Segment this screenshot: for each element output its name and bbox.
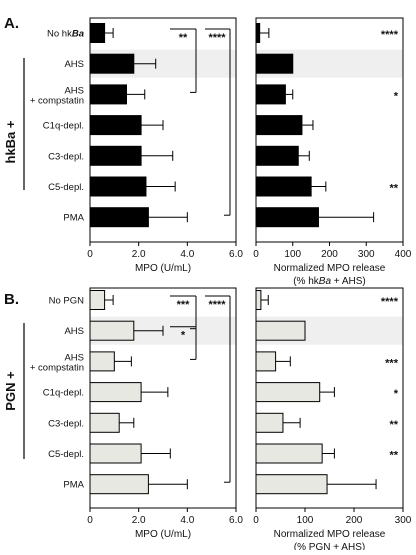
bar (255, 23, 261, 43)
bar (255, 443, 323, 464)
bar (89, 412, 120, 433)
x-axis-label: MPO (U/mL) (135, 263, 191, 274)
group-label: hkBa + (3, 120, 18, 163)
bar (255, 115, 303, 136)
bar (89, 382, 142, 403)
category-label: AHS (64, 326, 84, 337)
bar (89, 23, 106, 43)
bar (255, 207, 319, 228)
bar (89, 474, 149, 495)
x-axis-label: MPO (U/mL) (135, 529, 191, 540)
bar (89, 351, 115, 372)
x-axis-label-line2: (% hkBa + AHS) (293, 276, 366, 287)
bar (255, 474, 328, 495)
x-tick-label: 200 (321, 249, 338, 260)
bar (89, 290, 106, 310)
significance-star: **** (381, 29, 399, 41)
bar (255, 320, 306, 341)
x-tick-label: 6.0 (229, 249, 243, 260)
group-label: PGN + (3, 371, 18, 411)
x-tick-label: 0 (87, 515, 93, 526)
x-tick-label: 100 (297, 515, 314, 526)
bar (255, 351, 277, 372)
bar (255, 412, 284, 433)
category-label: PMA (63, 480, 84, 491)
x-tick-label: 4.0 (180, 515, 194, 526)
axis-label-species: Ba (319, 276, 332, 287)
bar (89, 145, 142, 166)
category-label: C5-depl. (48, 449, 84, 460)
x-tick-label: 4.0 (180, 249, 194, 260)
bar (89, 207, 149, 228)
category-label-line2: + compstatin (30, 362, 84, 373)
significance-label: **** (208, 32, 226, 44)
bar (255, 53, 294, 74)
x-tick-label: 0 (253, 249, 259, 260)
category-label-species: Ba (72, 29, 84, 40)
significance-label: ** (179, 32, 188, 44)
bar (89, 53, 135, 74)
significance-star: *** (385, 357, 399, 369)
category-label: PMA (63, 213, 84, 224)
bar (255, 382, 321, 403)
x-tick-label: 300 (358, 249, 375, 260)
panel-letter: A. (4, 15, 19, 32)
category-label: C3-depl. (48, 151, 84, 162)
x-axis-label: Normalized MPO release (274, 529, 386, 540)
category-label: C1q-depl. (43, 121, 84, 132)
plot-frame (89, 287, 237, 509)
category-label: No hkBa (47, 29, 84, 40)
x-tick-label: 2.0 (132, 249, 146, 260)
significance-star: **** (381, 296, 399, 308)
plot-frame (255, 287, 404, 509)
bar (255, 176, 312, 197)
significance-star: ** (389, 419, 398, 431)
significance-star: * (394, 388, 399, 400)
x-axis-label-line2: (% PGN + AHS) (294, 542, 365, 550)
category-label: AHS (64, 59, 84, 70)
x-tick-label: 0 (87, 249, 93, 260)
significance-star: ** (389, 450, 398, 462)
bar (89, 443, 142, 464)
bar (255, 84, 286, 105)
plot-frame (89, 17, 237, 243)
panel-letter: B. (4, 291, 19, 308)
category-label: AHS (64, 352, 84, 363)
category-label: C3-depl. (48, 418, 84, 429)
bar (89, 84, 127, 105)
significance-star: * (394, 90, 399, 102)
x-tick-label: 300 (395, 515, 412, 526)
x-tick-label: 2.0 (132, 515, 146, 526)
category-label: No PGN (49, 296, 85, 307)
significance-label: **** (208, 299, 226, 311)
significance-star: ** (389, 183, 398, 195)
category-label: AHS (64, 85, 84, 96)
bar (89, 115, 142, 136)
x-tick-label: 0 (253, 515, 259, 526)
x-tick-label: 200 (346, 515, 363, 526)
significance-label: *** (177, 299, 191, 311)
bar (89, 320, 135, 341)
x-axis-label: Normalized MPO release (274, 263, 386, 274)
bar (255, 145, 299, 166)
bar (89, 176, 147, 197)
category-label: C1q-depl. (43, 388, 84, 399)
category-label-line2: + compstatin (30, 95, 84, 106)
x-tick-label: 400 (395, 249, 412, 260)
bar (255, 290, 262, 310)
significance-label: * (181, 330, 186, 342)
category-label: C5-depl. (48, 182, 84, 193)
x-tick-label: 100 (284, 249, 301, 260)
x-tick-label: 6.0 (229, 515, 243, 526)
